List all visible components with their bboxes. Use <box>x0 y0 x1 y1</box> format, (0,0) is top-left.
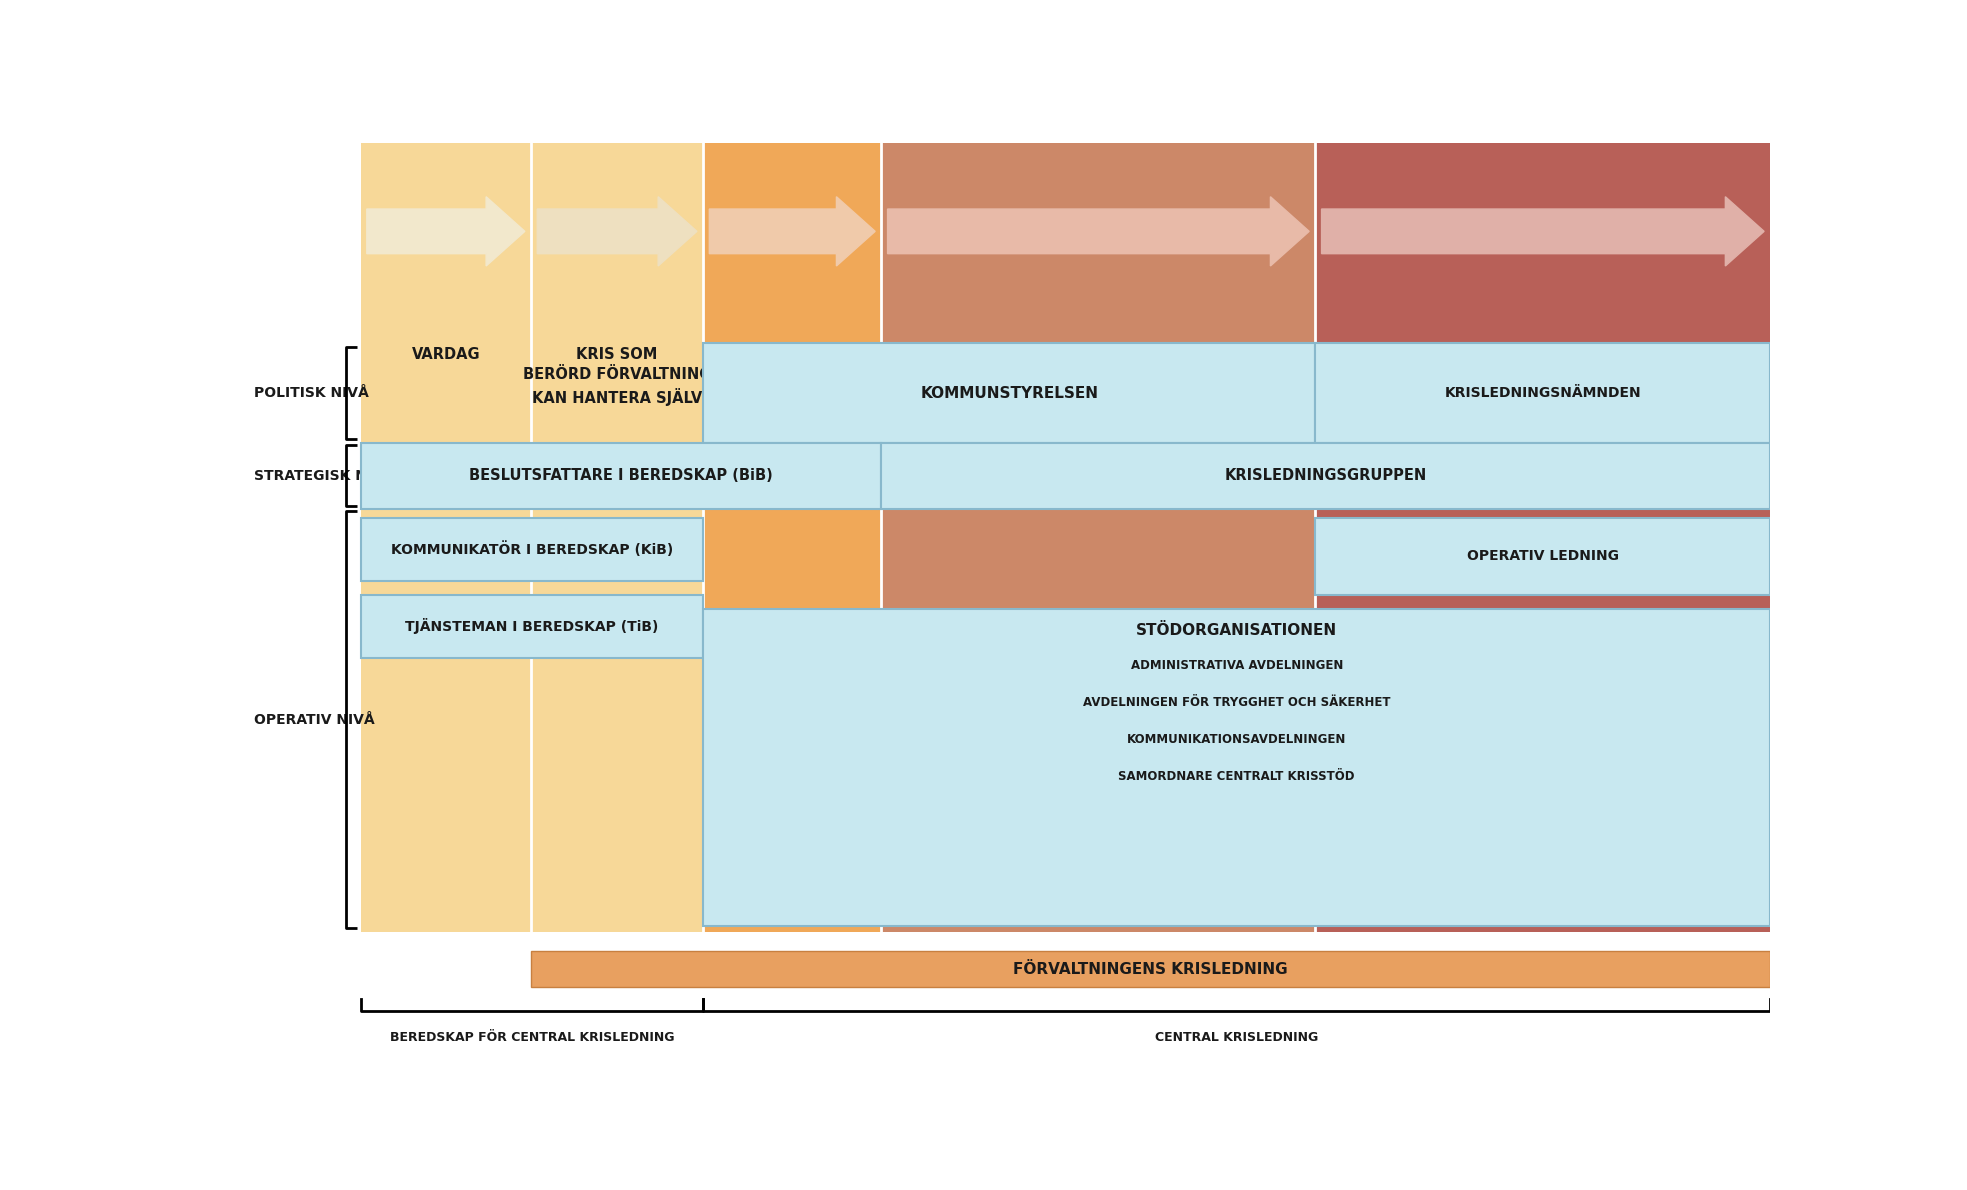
Text: POLITISK NIVÅ: POLITISK NIVÅ <box>254 386 368 400</box>
Text: KRISLEDNINGSGRUPPEN: KRISLEDNINGSGRUPPEN <box>1225 469 1426 483</box>
FancyBboxPatch shape <box>360 595 702 658</box>
FancyBboxPatch shape <box>1316 343 1770 443</box>
Text: KRISLEDNINGSNÄMNDEN: KRISLEDNINGSNÄMNDEN <box>1444 386 1640 400</box>
Polygon shape <box>1316 143 1770 932</box>
FancyBboxPatch shape <box>881 443 1770 508</box>
Text: VARDAG: VARDAG <box>411 346 480 362</box>
FancyBboxPatch shape <box>531 951 1770 988</box>
Text: ADMINISTRATIVA AVDELNINGEN: ADMINISTRATIVA AVDELNINGEN <box>1131 659 1343 672</box>
FancyBboxPatch shape <box>360 443 881 508</box>
FancyBboxPatch shape <box>702 343 1316 443</box>
FancyBboxPatch shape <box>360 518 702 581</box>
Text: KRIS SOM
BERÖRD FÖRVALTNING
KAN HANTERA SJÄLV: KRIS SOM BERÖRD FÖRVALTNING KAN HANTERA … <box>523 346 712 406</box>
Text: STÖDORGANISATIONEN: STÖDORGANISATIONEN <box>1137 622 1338 638</box>
Polygon shape <box>531 143 702 932</box>
Text: KOMMUNSTYRELSEN: KOMMUNSTYRELSEN <box>921 386 1098 401</box>
FancyBboxPatch shape <box>1316 518 1770 595</box>
Text: OPERATIV NIVÅ: OPERATIV NIVÅ <box>254 713 374 727</box>
Text: KOMMUNIKATIONSAVDELNINGEN: KOMMUNIKATIONSAVDELNINGEN <box>1127 733 1345 746</box>
Text: AVDELNINGEN FÖR TRYGGHET OCH SÄKERHET: AVDELNINGEN FÖR TRYGGHET OCH SÄKERHET <box>1084 696 1391 709</box>
Polygon shape <box>360 143 531 932</box>
Polygon shape <box>1322 196 1764 267</box>
Text: EXTRAORDINÄR
HÄNDELSE: EXTRAORDINÄR HÄNDELSE <box>1477 346 1609 382</box>
Polygon shape <box>881 143 1316 932</box>
Text: BESLUTSFATTARE I BEREDSKAP (BiB): BESLUTSFATTARE I BEREDSKAP (BiB) <box>468 469 773 483</box>
Text: STÖRNING: STÖRNING <box>749 346 836 362</box>
Polygon shape <box>537 196 696 267</box>
Text: SAMORDNARE CENTRALT KRISSTÖD: SAMORDNARE CENTRALT KRISSTÖD <box>1119 770 1355 783</box>
Text: OPERATIV LEDNING: OPERATIV LEDNING <box>1467 550 1619 563</box>
Polygon shape <box>887 196 1310 267</box>
Polygon shape <box>702 143 881 932</box>
Text: CENTRAL KRISLEDNING: CENTRAL KRISLEDNING <box>1155 1031 1318 1044</box>
FancyBboxPatch shape <box>702 608 1770 926</box>
Text: FÖRVALTNINGENS KRISLEDNING: FÖRVALTNINGENS KRISLEDNING <box>1013 962 1288 977</box>
Text: KOMMUNIKATÖR I BEREDSKAP (KiB): KOMMUNIKATÖR I BEREDSKAP (KiB) <box>391 541 673 557</box>
Polygon shape <box>366 196 525 267</box>
Text: STRATEGISK NIVÅ: STRATEGISK NIVÅ <box>254 469 393 483</box>
Text: ALLVARLIG
HÄNDELSE: ALLVARLIG HÄNDELSE <box>1054 346 1143 382</box>
Polygon shape <box>710 196 875 267</box>
Text: TJÄNSTEMAN I BEREDSKAP (TiB): TJÄNSTEMAN I BEREDSKAP (TiB) <box>405 619 659 634</box>
Text: BEREDSKAP FÖR CENTRAL KRISLEDNING: BEREDSKAP FÖR CENTRAL KRISLEDNING <box>389 1031 675 1044</box>
